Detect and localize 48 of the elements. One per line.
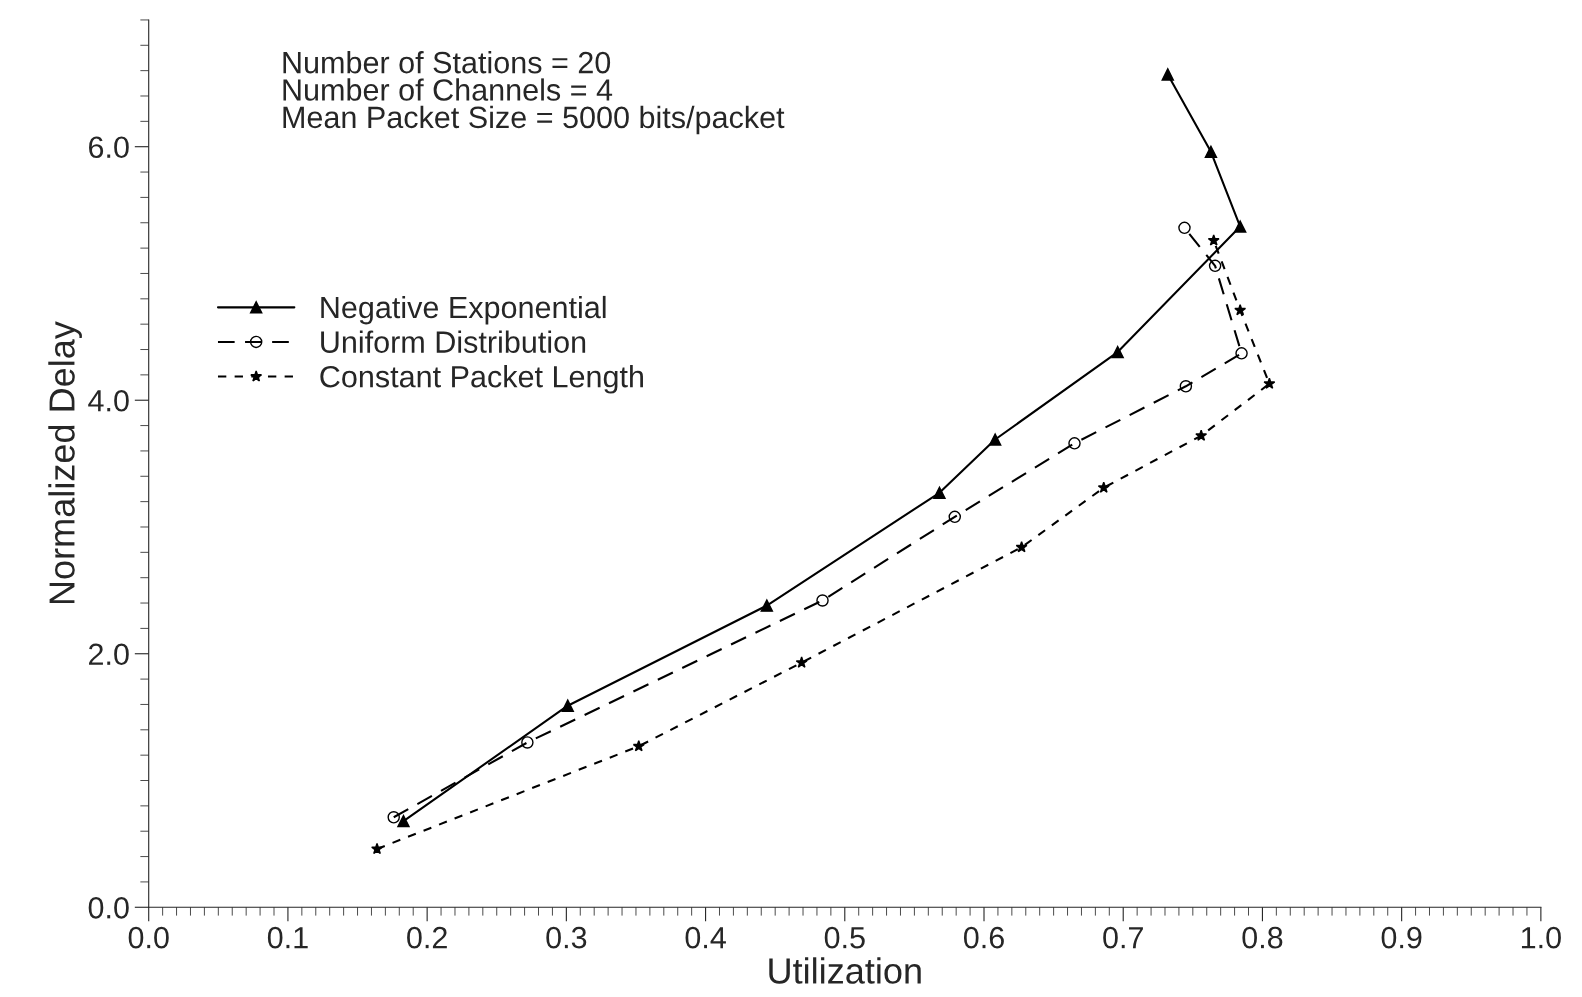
point <box>1111 345 1124 359</box>
point <box>1207 234 1220 246</box>
x-tick-label: 0.1 <box>267 926 308 949</box>
point <box>521 736 534 749</box>
point <box>933 486 946 500</box>
x-tick-label: 0.7 <box>1103 926 1143 949</box>
point <box>1233 220 1247 233</box>
x-tick-label: 0.4 <box>685 926 726 949</box>
point <box>760 599 774 612</box>
x-tick-label: 0.0 <box>128 926 169 949</box>
point <box>387 811 400 824</box>
y-tick-label: 6.0 <box>89 136 129 159</box>
point <box>1235 347 1248 360</box>
point <box>1195 429 1208 441</box>
point <box>561 699 574 712</box>
x-axis-title: Utilization <box>769 957 921 984</box>
point <box>1263 377 1276 389</box>
y-axis-title: Normalized Delay <box>48 321 82 604</box>
point <box>795 656 808 668</box>
point <box>1161 68 1175 81</box>
x-tick-label: 0.3 <box>546 926 587 949</box>
x-tick-label: 0.5 <box>824 926 865 949</box>
point <box>948 510 962 524</box>
point <box>1208 259 1222 273</box>
point <box>988 433 1002 446</box>
x-tick-label: 0.2 <box>407 926 447 949</box>
x-tick-label: 0.6 <box>963 926 1004 949</box>
point <box>371 842 384 855</box>
y-tick-label: 4.0 <box>88 389 129 412</box>
point <box>1015 541 1028 553</box>
point <box>397 814 410 828</box>
x-tick-label: 1.0 <box>1521 926 1561 949</box>
point <box>1178 221 1191 235</box>
point <box>1204 145 1218 159</box>
point <box>1234 303 1247 316</box>
legend-label: Negative Exponential <box>321 295 606 325</box>
point <box>1179 380 1193 393</box>
point <box>632 740 645 752</box>
point <box>1097 481 1110 493</box>
legend-label: Uniform Distribution <box>321 330 586 353</box>
point <box>816 594 829 607</box>
legend-label: Constant Packet Length <box>320 365 643 394</box>
x-tick-label: 0.9 <box>1381 926 1422 949</box>
x-tick-label: 0.8 <box>1242 926 1283 949</box>
y-tick-label: 2.0 <box>89 643 129 666</box>
annotation: Number of Stations = 20 Number of Channels = 4 Mean Packet Size = 5000 bits/packet <box>283 51 785 135</box>
y-tick-label: 0.0 <box>88 897 129 919</box>
point <box>1068 437 1081 450</box>
